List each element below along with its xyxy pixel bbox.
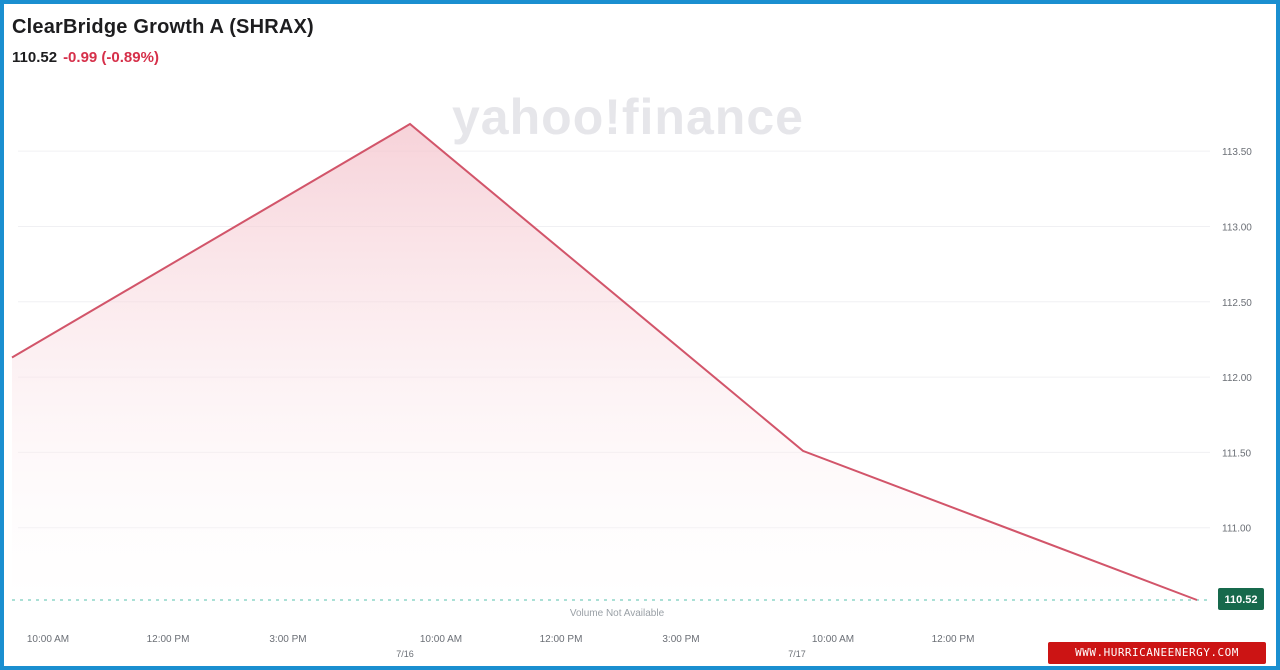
site-url-badge: WWW.HURRICANEENERGY.COM [1048,642,1266,664]
x-tick-label: 3:00 PM [269,634,306,645]
current-price-badge [1218,588,1264,610]
y-axis-ticks: 113.50 113.00 112.50 112.00 111.50 111.00 [1222,147,1252,535]
date-labels: 7/16 7/17 [396,649,806,659]
y-tick-label: 113.00 [1222,222,1252,233]
y-tick-label: 111.50 [1222,448,1252,459]
y-tick-label: 111.00 [1222,524,1252,535]
x-tick-label: 3:00 PM [662,634,699,645]
date-label: 7/17 [788,649,806,659]
date-label: 7/16 [396,649,414,659]
current-price-badge-label: 110.52 [1224,594,1257,606]
y-tick-label: 112.50 [1222,298,1252,309]
price-line [11,122,1198,601]
x-tick-label: 10:00 AM [420,634,462,645]
yahoo-finance-watermark: yahoo!finance [452,89,804,145]
volume-note: Volume Not Available [570,608,665,619]
x-tick-label: 10:00 AM [812,634,854,645]
current-price: 110.52 [12,49,58,66]
x-tick-label: 10:00 AM [27,634,69,645]
x-tick-label: 12:00 PM [147,634,190,645]
x-axis-ticks: 10:00 AM 12:00 PM 3:00 PM 10:00 AM 12:00 PM 3… [27,634,975,645]
x-tick-label: 12:00 PM [540,634,583,645]
quote-header: ClearBridge Growth A (SHRAX) 110.52 -0.99… [12,16,314,66]
y-tick-label: 113.50 [1222,147,1252,158]
fund-title: ClearBridge Growth A (SHRAX) [12,16,314,38]
x-tick-label: 12:00 PM [932,634,975,645]
price-change: -0.99 (-0.89%) [63,49,159,66]
price-area [12,124,1197,601]
quote-line: 110.52 -0.99 (-0.89%) [12,49,314,66]
y-tick-label: 112.00 [1222,373,1252,384]
